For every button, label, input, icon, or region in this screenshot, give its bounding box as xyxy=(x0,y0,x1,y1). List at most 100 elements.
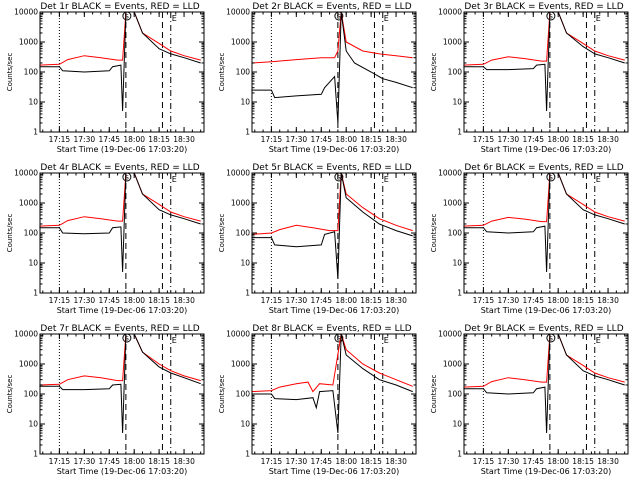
x-tick-label: 18:00 xyxy=(335,296,357,305)
events-series-line xyxy=(463,11,625,112)
y-tick-label: 10000 xyxy=(438,330,462,339)
x-tick-label: 18:15 xyxy=(148,135,170,144)
x-axis-label: Start Time (19-Dec-06 17:03:20) xyxy=(269,145,400,154)
x-tick-label: 17:15 xyxy=(49,296,71,305)
x-tick-label: 17:15 xyxy=(261,135,283,144)
end-mark-label: E xyxy=(172,175,177,184)
x-tick-label: 17:45 xyxy=(310,457,332,466)
y-tick-label: 10 xyxy=(28,420,38,429)
panel-title: Det 3r BLACK = Events, RED = LLD xyxy=(464,2,623,12)
panel-title: Det 4r BLACK = Events, RED = LLD xyxy=(40,163,199,173)
y-tick-label: 1 xyxy=(457,128,462,137)
start-mark-label: S xyxy=(549,335,553,343)
lld-series-line xyxy=(463,333,625,388)
x-tick-label: 17:45 xyxy=(522,135,544,144)
x-tick-label: 17:45 xyxy=(310,135,332,144)
y-axis-label: Counts/sec xyxy=(218,214,226,253)
x-axis-label: Start Time (19-Dec-06 17:03:20) xyxy=(269,467,400,476)
y-tick-label: 10000 xyxy=(14,330,38,339)
x-tick-label: 18:15 xyxy=(572,135,594,144)
start-mark-label: S xyxy=(549,174,553,182)
y-axis-label: Counts/sec xyxy=(6,53,14,92)
x-tick-label: 18:15 xyxy=(360,296,382,305)
x-tick-label: 17:15 xyxy=(49,457,71,466)
end-mark-label: E xyxy=(596,14,601,23)
y-tick-label: 1 xyxy=(245,128,250,137)
x-tick-label: 18:15 xyxy=(148,457,170,466)
x-tick-label: 18:15 xyxy=(572,457,594,466)
y-tick-label: 10000 xyxy=(14,169,38,178)
y-tick-label: 1000 xyxy=(19,38,38,47)
end-mark-label: E xyxy=(384,175,389,184)
x-tick-label: 17:15 xyxy=(473,135,495,144)
x-tick-label: 18:15 xyxy=(360,457,382,466)
y-tick-label: 10000 xyxy=(14,8,38,17)
plot-frame xyxy=(463,11,629,133)
x-tick-label: 18:15 xyxy=(148,296,170,305)
x-tick-label: 18:00 xyxy=(547,135,569,144)
x-tick-label: 18:00 xyxy=(547,457,569,466)
end-mark-label: E xyxy=(384,14,389,23)
x-tick-label: 17:30 xyxy=(74,135,96,144)
y-axis-label: Counts/sec xyxy=(430,53,438,92)
y-tick-label: 10 xyxy=(28,259,38,268)
x-tick-label: 18:15 xyxy=(360,135,382,144)
y-tick-label: 10 xyxy=(240,420,250,429)
plot-frame xyxy=(251,172,417,294)
x-tick-label: 17:15 xyxy=(49,135,71,144)
x-tick-label: 17:30 xyxy=(286,135,308,144)
y-tick-label: 10 xyxy=(452,98,462,107)
y-axis-label: Counts/sec xyxy=(6,214,14,253)
lld-series-line xyxy=(39,333,201,386)
lld-series-line xyxy=(463,11,625,66)
y-axis-label: Counts/sec xyxy=(430,375,438,414)
events-series-line xyxy=(251,333,413,434)
lld-series-line xyxy=(39,11,201,66)
panel-title: Det 7r BLACK = Events, RED = LLD xyxy=(40,324,199,334)
x-tick-label: 18:00 xyxy=(335,457,357,466)
x-tick-label: 18:00 xyxy=(547,296,569,305)
x-tick-label: 18:00 xyxy=(123,135,145,144)
start-mark-label: S xyxy=(549,13,553,21)
panel-title: Det 8r BLACK = Events, RED = LLD xyxy=(252,324,411,334)
end-mark-label: E xyxy=(172,336,177,345)
events-series-line xyxy=(39,333,201,434)
y-axis-label: Counts/sec xyxy=(218,375,226,414)
lld-series-line xyxy=(39,172,201,227)
y-tick-label: 10 xyxy=(452,420,462,429)
y-tick-label: 1 xyxy=(33,128,38,137)
x-tick-label: 18:30 xyxy=(385,296,407,305)
x-tick-label: 18:00 xyxy=(123,457,145,466)
y-tick-label: 100 xyxy=(24,229,39,238)
y-tick-label: 10000 xyxy=(438,8,462,17)
y-tick-label: 1000 xyxy=(231,38,250,47)
x-tick-label: 18:15 xyxy=(572,296,594,305)
y-tick-label: 1 xyxy=(457,289,462,298)
x-axis-label: Start Time (19-Dec-06 17:03:20) xyxy=(481,145,612,154)
x-tick-label: 17:30 xyxy=(74,457,96,466)
x-tick-label: 17:45 xyxy=(98,135,120,144)
y-tick-label: 100 xyxy=(24,390,39,399)
x-tick-label: 17:15 xyxy=(473,457,495,466)
x-tick-label: 17:30 xyxy=(74,296,96,305)
panel-title: Det 1r BLACK = Events, RED = LLD xyxy=(40,2,199,12)
plot-frame xyxy=(251,333,417,455)
panel-title: Det 6r BLACK = Events, RED = LLD xyxy=(464,163,623,173)
events-series-line xyxy=(463,333,625,434)
x-tick-label: 17:15 xyxy=(473,296,495,305)
y-tick-label: 1 xyxy=(33,289,38,298)
lld-series-line xyxy=(251,11,413,64)
plot-frame xyxy=(39,11,205,133)
lld-series-line xyxy=(463,172,625,227)
x-tick-label: 17:45 xyxy=(522,457,544,466)
y-tick-label: 1000 xyxy=(443,38,462,47)
y-tick-label: 1 xyxy=(33,450,38,459)
